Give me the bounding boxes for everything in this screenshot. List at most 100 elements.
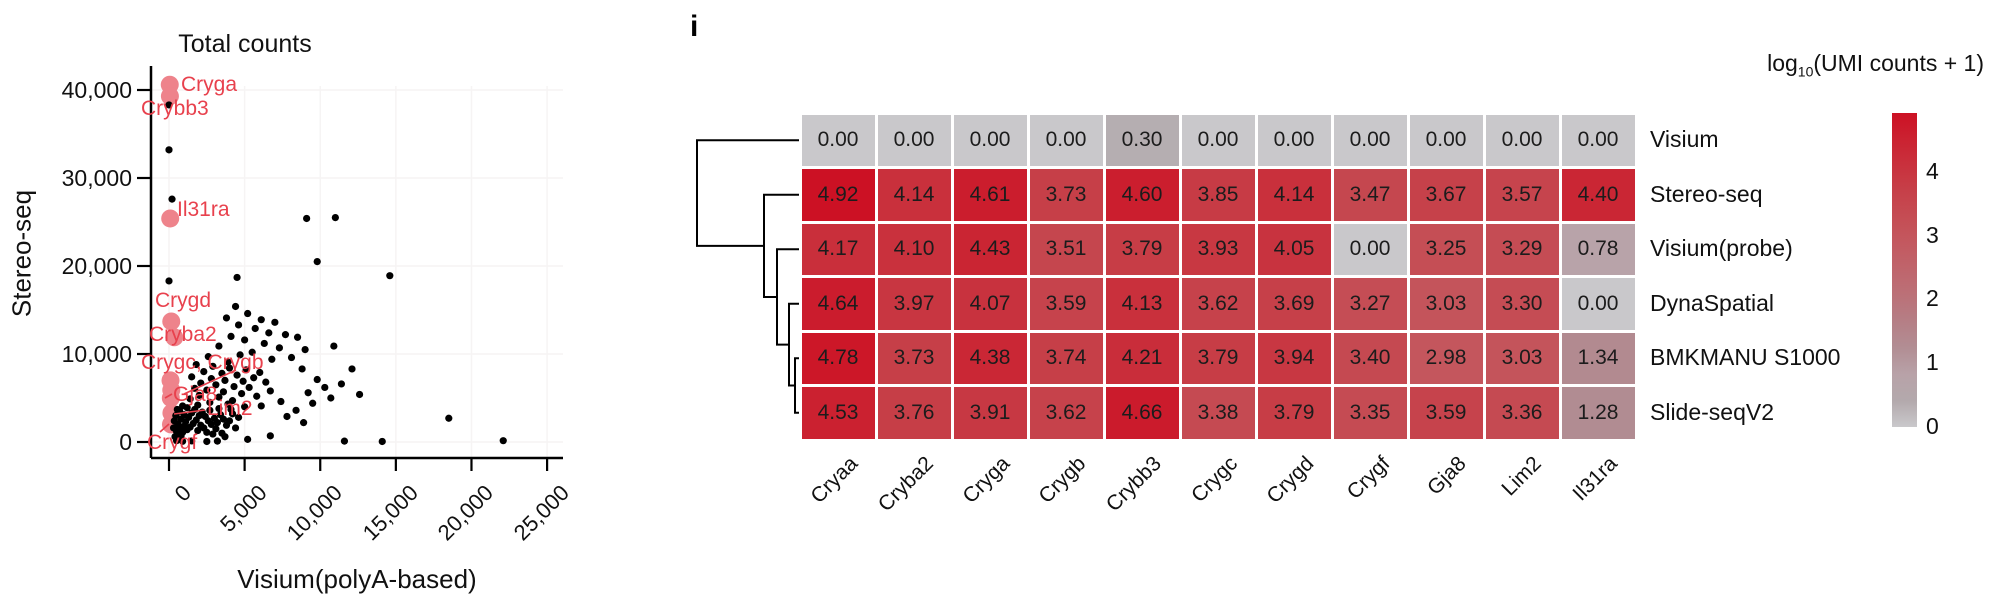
gene-point bbox=[161, 389, 180, 407]
heatmap-cell: 0.00 bbox=[1029, 114, 1103, 166]
scatter-point bbox=[169, 424, 178, 432]
scatter-point bbox=[251, 324, 259, 333]
scatter-point bbox=[165, 101, 173, 109]
scatter-point bbox=[241, 403, 249, 411]
heatmap-cell: 4.64 bbox=[801, 278, 875, 330]
scatter-point bbox=[203, 386, 211, 394]
dendrogram-branch bbox=[763, 193, 799, 298]
scatter-point bbox=[337, 380, 346, 388]
heatmap-cell: 0.00 bbox=[877, 114, 951, 166]
gene-point bbox=[161, 209, 180, 228]
scatter-point bbox=[215, 393, 223, 401]
scatter-point bbox=[257, 316, 265, 324]
colorbar bbox=[1892, 113, 1917, 427]
scatter-point bbox=[313, 375, 321, 384]
heatmap-cell: 3.59 bbox=[1029, 278, 1103, 330]
scatter-point bbox=[224, 400, 232, 408]
heatmap-cell: 2.98 bbox=[1409, 332, 1483, 384]
scatter-point bbox=[165, 277, 173, 285]
heatmap-row-label: BMKMANU S1000 bbox=[1650, 344, 1841, 371]
scatter-point bbox=[266, 387, 274, 395]
scatter-point bbox=[287, 353, 296, 362]
scatter-point bbox=[194, 426, 202, 435]
heatmap-cell: 3.76 bbox=[877, 387, 951, 439]
scatter-point bbox=[277, 397, 285, 406]
scatter-point bbox=[355, 390, 364, 399]
gene-label: Cryga bbox=[181, 73, 238, 96]
scatter-point bbox=[281, 331, 290, 339]
heatmap-cell: 0.00 bbox=[953, 114, 1027, 166]
heatmap-cell: 0.00 bbox=[1333, 223, 1407, 275]
heatmap-cell: 3.74 bbox=[1029, 332, 1103, 384]
heatmap-cell: 3.94 bbox=[1257, 332, 1331, 384]
dendrogram-branch bbox=[794, 357, 799, 414]
heatmap-cell: 0.78 bbox=[1561, 223, 1635, 275]
scatter-point bbox=[200, 368, 208, 376]
scatter-point bbox=[237, 390, 246, 398]
heatmap-cell: 3.79 bbox=[1257, 387, 1331, 439]
scatter-point bbox=[213, 419, 221, 427]
scatter-point bbox=[206, 406, 214, 414]
scatter-point bbox=[172, 437, 181, 445]
scatter-point bbox=[233, 371, 241, 379]
heatmap-cell: 0.00 bbox=[1485, 114, 1559, 166]
scatter-point bbox=[173, 405, 181, 414]
scatter-point bbox=[292, 406, 300, 414]
heatmap-cell: 3.47 bbox=[1333, 169, 1407, 221]
scatter-point bbox=[244, 309, 252, 318]
scatter-point bbox=[231, 424, 240, 432]
scatter-point bbox=[179, 437, 187, 445]
scatter-point bbox=[298, 365, 306, 373]
heatmap-cell: 4.21 bbox=[1105, 332, 1179, 384]
scatter-point bbox=[309, 399, 317, 407]
scatter-point bbox=[271, 318, 279, 326]
scatter-x-axis-label: Visium(polyA-based) bbox=[237, 564, 477, 594]
heatmap-cell: 3.35 bbox=[1333, 387, 1407, 439]
colorbar-tick-label: 3 bbox=[1926, 221, 1939, 248]
scatter-point bbox=[188, 373, 196, 381]
heatmap-cell: 3.57 bbox=[1485, 169, 1559, 221]
heatmap-cell: 0.30 bbox=[1105, 114, 1179, 166]
scatter-point bbox=[234, 413, 243, 421]
scatter-point bbox=[266, 432, 274, 440]
scatter-point bbox=[188, 437, 196, 445]
heatmap-cell: 4.07 bbox=[953, 278, 1027, 330]
scatter-point bbox=[221, 433, 229, 441]
heatmap-row-label: DynaSpatial bbox=[1650, 289, 1775, 316]
scatter-point bbox=[227, 405, 235, 414]
heatmap-cell: 3.27 bbox=[1333, 278, 1407, 330]
scatter-point bbox=[245, 383, 253, 392]
scatter-point bbox=[386, 272, 394, 280]
heatmap-cell: 4.78 bbox=[801, 332, 875, 384]
dendrogram-branch bbox=[696, 139, 799, 247]
heatmap-cell: 4.92 bbox=[801, 169, 875, 221]
gene-label: Crybb3 bbox=[141, 97, 209, 120]
scatter-point bbox=[234, 321, 243, 329]
scatter-point bbox=[327, 394, 335, 402]
gene-label-leader-line bbox=[173, 409, 206, 415]
gene-label: Cryba2 bbox=[149, 323, 217, 346]
heatmap-cell: 4.17 bbox=[801, 223, 875, 275]
heatmap-cell: 1.34 bbox=[1561, 332, 1635, 384]
heatmap-cell: 3.85 bbox=[1181, 169, 1255, 221]
heatmap-row-label: Stereo-seq bbox=[1650, 180, 1763, 207]
colorbar-tick-label: 1 bbox=[1926, 349, 1939, 376]
heatmap-row-label: Slide-seqV2 bbox=[1650, 398, 1775, 425]
scatter-point bbox=[186, 395, 194, 403]
scatter-point bbox=[225, 417, 234, 425]
heatmap-row-label: Visium(probe) bbox=[1650, 235, 1793, 262]
heatmap-cell: 0.00 bbox=[1561, 114, 1635, 166]
scatter-point bbox=[213, 437, 221, 445]
y-tick-label: 10,000 bbox=[61, 341, 132, 367]
colorbar-title-rest: (UMI counts + 1) bbox=[1813, 50, 1984, 76]
scatter-point bbox=[204, 353, 212, 361]
scatter-point bbox=[330, 342, 338, 350]
heatmap-cell: 4.14 bbox=[1257, 169, 1331, 221]
scatter-point bbox=[179, 402, 187, 410]
gene-label: Gja8 bbox=[173, 383, 218, 406]
heatmap-cell: 4.10 bbox=[877, 223, 951, 275]
scatter-point bbox=[348, 365, 356, 373]
scatter-point bbox=[233, 273, 241, 282]
scatter-point bbox=[262, 378, 270, 386]
